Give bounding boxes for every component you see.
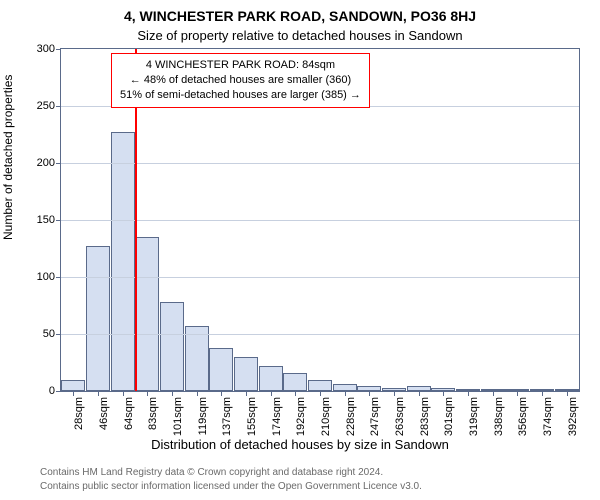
xtick-mark (493, 391, 494, 396)
xtick-mark (246, 391, 247, 396)
bar (135, 237, 159, 391)
ytick-mark (56, 163, 61, 164)
bar (308, 380, 332, 391)
xtick-label: 356sqm (517, 397, 529, 436)
xtick-label: 137sqm (221, 397, 233, 436)
xtick-label: 374sqm (542, 397, 554, 436)
gridline (61, 163, 579, 164)
xtick-mark (517, 391, 518, 396)
xtick-mark (443, 391, 444, 396)
x-axis-label: Distribution of detached houses by size … (0, 437, 600, 452)
gridline (61, 334, 579, 335)
xtick-label: 192sqm (295, 397, 307, 436)
xtick-label: 392sqm (567, 397, 579, 436)
ytick-label: 150 (37, 214, 55, 226)
xtick-mark (221, 391, 222, 396)
xtick-mark (369, 391, 370, 396)
xtick-label: 319sqm (468, 397, 480, 436)
license-line1: Contains HM Land Registry data © Crown c… (40, 467, 383, 478)
xtick-mark (197, 391, 198, 396)
bar (209, 348, 233, 391)
ytick-mark (56, 334, 61, 335)
xtick-label: 64sqm (123, 397, 135, 430)
ytick-label: 0 (49, 385, 55, 397)
annotation-line: 51% of semi-detached houses are larger (… (120, 88, 361, 103)
xtick-label: 228sqm (345, 397, 357, 436)
ytick-label: 50 (43, 328, 55, 340)
ytick-label: 100 (37, 271, 55, 283)
xtick-label: 46sqm (98, 397, 110, 430)
ytick-mark (56, 106, 61, 107)
xtick-mark (320, 391, 321, 396)
ytick-mark (56, 277, 61, 278)
gridline (61, 220, 579, 221)
bar (283, 373, 307, 391)
ytick-mark (56, 49, 61, 50)
page-title-line2: Size of property relative to detached ho… (0, 28, 600, 43)
annotation-line: 4 WINCHESTER PARK ROAD: 84sqm (120, 58, 361, 73)
xtick-label: 301sqm (443, 397, 455, 436)
bar (234, 357, 258, 391)
bar (61, 380, 85, 391)
xtick-label: 83sqm (147, 397, 159, 430)
y-axis-label: Number of detached properties (1, 75, 15, 240)
xtick-label: 119sqm (197, 397, 209, 435)
bar (86, 246, 110, 391)
ytick-mark (56, 391, 61, 392)
xtick-mark (468, 391, 469, 396)
xtick-mark (172, 391, 173, 396)
bar (333, 384, 357, 391)
xtick-mark (271, 391, 272, 396)
annotation-box: 4 WINCHESTER PARK ROAD: 84sqm← 48% of de… (111, 53, 370, 108)
xtick-mark (567, 391, 568, 396)
xtick-mark (345, 391, 346, 396)
ytick-label: 200 (37, 157, 55, 169)
page-title-line1: 4, WINCHESTER PARK ROAD, SANDOWN, PO36 8… (0, 8, 600, 24)
xtick-mark (542, 391, 543, 396)
annotation-line: ← 48% of detached houses are smaller (36… (120, 73, 361, 88)
xtick-label: 263sqm (394, 397, 406, 436)
ytick-label: 250 (37, 100, 55, 112)
xtick-mark (147, 391, 148, 396)
xtick-mark (123, 391, 124, 396)
xtick-label: 338sqm (493, 397, 505, 436)
ytick-mark (56, 220, 61, 221)
xtick-label: 155sqm (246, 397, 258, 436)
xtick-label: 283sqm (419, 397, 431, 436)
ytick-label: 300 (37, 43, 55, 55)
chart-area: 05010015020025030028sqm46sqm64sqm83sqm10… (60, 48, 580, 392)
xtick-mark (419, 391, 420, 396)
xtick-label: 28sqm (73, 397, 85, 430)
bar (160, 302, 184, 391)
xtick-label: 210sqm (320, 397, 332, 436)
xtick-mark (98, 391, 99, 396)
xtick-mark (394, 391, 395, 396)
bar (185, 326, 209, 391)
xtick-mark (295, 391, 296, 396)
xtick-label: 247sqm (369, 397, 381, 436)
xtick-mark (73, 391, 74, 396)
bar (111, 132, 135, 391)
xtick-label: 174sqm (271, 397, 283, 436)
bar (259, 366, 283, 391)
gridline (61, 277, 579, 278)
xtick-label: 101sqm (172, 397, 184, 436)
license-line2: Contains public sector information licen… (40, 481, 422, 492)
